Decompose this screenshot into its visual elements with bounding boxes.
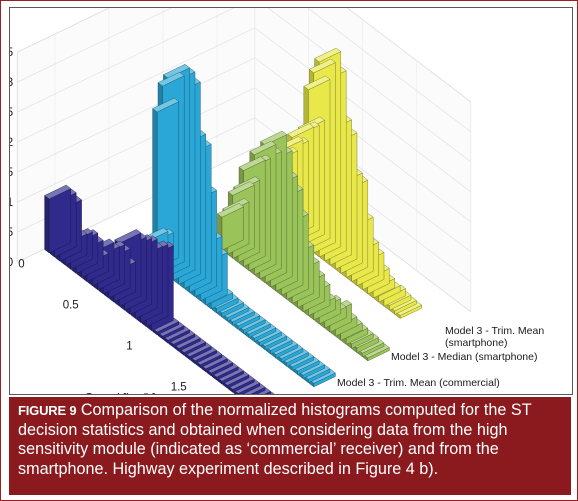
bar-top-face (44, 184, 72, 200)
series-label-line: Model 3 - Trim. Mean (commercial) (337, 377, 500, 389)
histogram-bar (200, 354, 228, 373)
z-gridline (17, 8, 471, 103)
x-tick-label: 1 (126, 341, 132, 353)
histogram-bar (222, 371, 250, 389)
series-label: Model 3 - Trim. Mean (commercial) (337, 377, 500, 389)
label-layer: Model 3 - Median (commercial)Model 3 - T… (337, 325, 544, 389)
x-tick-label: 0 (18, 259, 24, 271)
bar-top-face (314, 47, 342, 63)
x-axis-title: Speed [km/h] (85, 391, 156, 394)
caption-text: Comparison of the normalized histograms … (18, 401, 532, 478)
z-tick-label: 2.5 (10, 107, 13, 119)
plot-panel: 00.511.522.533.5PDF00.511.52Speed [km/h]… (9, 7, 573, 395)
histogram-bar (163, 326, 190, 344)
bar-top-face (157, 71, 185, 87)
histogram-bar (173, 334, 201, 352)
bar-top-face (287, 123, 315, 138)
bar-top-face (227, 181, 255, 196)
histogram-3d-chart: 00.511.522.533.5PDF00.511.52Speed [km/h]… (10, 8, 544, 394)
caption-label: FIGURE 9 (18, 403, 77, 418)
bar-top-face (260, 130, 288, 146)
histogram-bar (184, 342, 212, 361)
bar-top-face (163, 64, 190, 79)
series-label: Model 3 - Median (smartphone) (391, 351, 537, 363)
axis-layer: 00.511.522.533.5PDF00.511.52Speed [km/h] (10, 47, 187, 394)
z-gridline (17, 8, 471, 133)
series-label-line: (smartphone) (445, 337, 507, 349)
z-tick-label: 2 (10, 137, 13, 149)
series-label-line: Model 3 - Trim. Mean (445, 325, 544, 337)
z-tick-label: 3 (10, 77, 13, 89)
bar-side-face (49, 188, 71, 254)
bar-top-face (303, 75, 331, 91)
histogram-bar (362, 343, 390, 362)
bar-top-face (249, 140, 277, 156)
z-tick-label: 1 (10, 197, 13, 209)
figure-caption: FIGURE 9 Comparison of the normalized hi… (9, 397, 571, 495)
series-label-line: Model 3 - Median (smartphone) (391, 351, 537, 363)
bar-front-face (44, 195, 50, 254)
bar-top-face (217, 203, 244, 218)
x-tick-label: 1.5 (171, 382, 187, 394)
histogram-bar (395, 301, 423, 319)
z-gridline (17, 8, 471, 163)
series-label: Model 3 - Trim. Mean (smartphone) (445, 325, 544, 349)
bar-top-face (308, 58, 336, 74)
z-tick-label: 1.5 (10, 167, 13, 179)
z-tick-label: 0 (10, 257, 13, 269)
z-tick-label: 3.5 (10, 47, 13, 59)
bar-top-face (152, 97, 180, 113)
bars-layer (44, 47, 423, 394)
z-tick-label: 0.5 (10, 227, 13, 239)
bar-top-face (238, 156, 266, 171)
x-tick-label: 0.5 (63, 300, 79, 312)
histogram-bar (44, 184, 72, 254)
